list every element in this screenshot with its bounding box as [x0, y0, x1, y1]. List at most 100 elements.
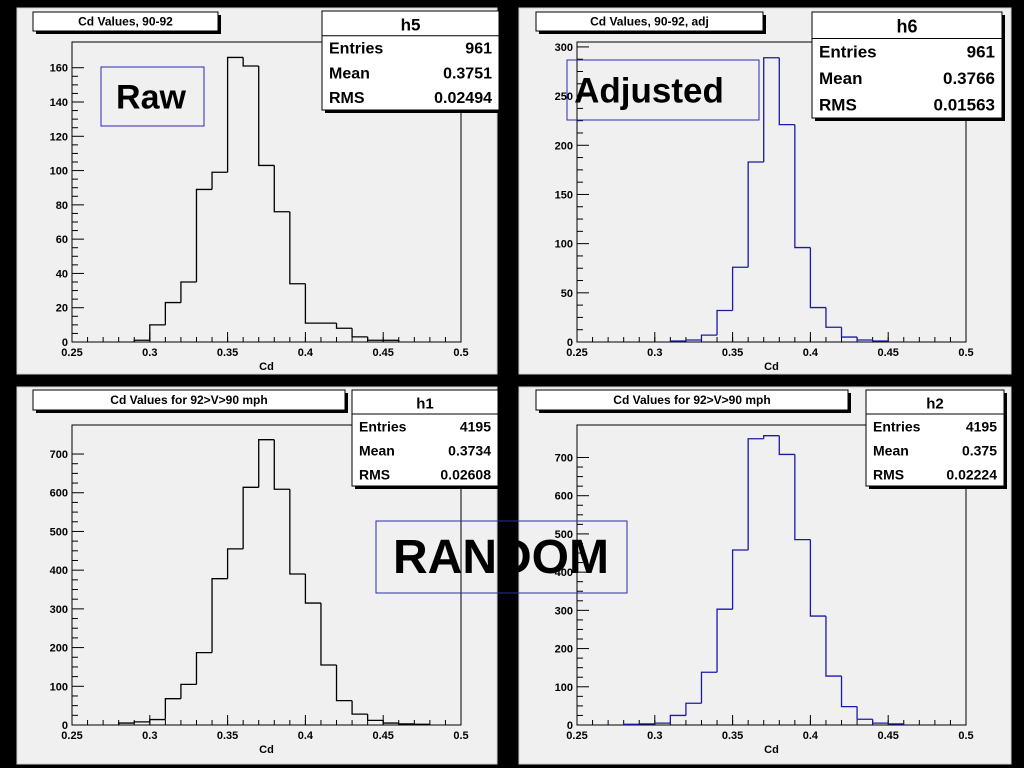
histogram-bin: [700, 334, 718, 341]
stats-label: Mean: [329, 65, 370, 82]
histogram-bin: [809, 539, 826, 617]
chart-title: Cd Values for 92>V>90 mph: [613, 393, 770, 407]
histogram-bin: [825, 307, 842, 328]
stats-value: 0.01563: [934, 96, 995, 115]
stats-value: 0.02608: [440, 466, 491, 482]
y-tick-label: 300: [50, 604, 68, 616]
chart-title: Cd Values for 92>V>90 mph: [110, 393, 267, 407]
stats-value: 4195: [966, 418, 997, 434]
x-axis-label: Cd: [259, 744, 274, 756]
stats-label: RMS: [359, 466, 390, 482]
x-tick-label: 0.45: [372, 730, 393, 742]
y-tick-label: 200: [50, 643, 68, 655]
histogram-bin: [351, 328, 368, 338]
y-tick-label: 40: [56, 268, 68, 280]
histogram-bin: [623, 723, 640, 725]
histogram-bin: [149, 718, 166, 722]
stats-name: h2: [926, 396, 944, 413]
histogram-bin: [685, 702, 702, 716]
histogram-bin: [887, 723, 904, 725]
y-tick-label: 0: [62, 720, 68, 732]
histogram-bin: [195, 188, 213, 282]
histogram-bin: [747, 161, 764, 268]
annotation-box: [100, 66, 205, 127]
y-tick-label: 120: [50, 131, 68, 143]
histogram-bin: [304, 283, 321, 324]
stats-label: Entries: [359, 418, 407, 434]
stats-label: Entries: [819, 43, 877, 62]
stats-label: Entries: [873, 418, 921, 434]
x-tick-label: 0.35: [722, 730, 743, 742]
stats-label: RMS: [329, 90, 365, 107]
annotation-box: [566, 59, 760, 121]
x-tick-label: 0.5: [958, 347, 973, 359]
stats-box: [321, 10, 500, 111]
chart-title: Cd Values, 90-92: [78, 15, 173, 29]
x-tick-label: 0.3: [142, 730, 157, 742]
x-tick-label: 0.4: [803, 730, 819, 742]
annotation-text: Raw: [116, 79, 186, 117]
stats-value: 0.02494: [434, 90, 492, 107]
stats-name: h6: [896, 17, 917, 37]
histogram-bin: [211, 171, 228, 190]
chart-title: Cd Values, 90-92, adj: [590, 15, 709, 29]
stats-label: RMS: [873, 466, 904, 482]
stats-value: 0.3734: [448, 442, 491, 458]
histogram-series: [118, 439, 431, 725]
stats-value: 0.375: [962, 442, 997, 458]
x-tick-label: 0.35: [722, 347, 743, 359]
stats-value: 961: [967, 43, 995, 62]
stats-value: 0.3766: [943, 69, 995, 88]
histogram-bin: [320, 603, 337, 666]
y-tick-label: 100: [50, 166, 68, 178]
histogram-bin: [840, 676, 858, 708]
y-tick-label: 100: [555, 239, 573, 251]
histogram-bin: [731, 549, 749, 610]
title-box: [535, 11, 764, 32]
histogram-bin: [164, 301, 181, 325]
y-tick-label: 100: [555, 682, 573, 694]
y-tick-label: 0: [567, 337, 573, 349]
plot-frame: [71, 41, 462, 343]
histogram-bin: [778, 57, 795, 126]
histogram-bin: [289, 211, 306, 285]
histogram-bin: [794, 454, 811, 541]
plot-frame: [71, 424, 462, 726]
title-box: [32, 389, 346, 411]
y-tick-label: 150: [555, 189, 573, 201]
stats-label: Mean: [359, 442, 395, 458]
histogram-bin: [273, 439, 290, 490]
y-tick-label: 600: [555, 491, 573, 503]
stats-value: 0.3751: [443, 65, 492, 82]
stats-name: h1: [416, 396, 434, 413]
x-tick-label: 0.25: [566, 730, 587, 742]
stats-box: [351, 389, 499, 487]
stats-label: Entries: [329, 41, 383, 58]
histogram-bin: [335, 323, 353, 329]
annotation-text: Adjusted: [574, 72, 724, 111]
histogram-bin: [716, 309, 733, 336]
histogram-bin: [731, 266, 749, 311]
random-overlay: RANDOM: [375, 520, 628, 594]
histogram-bin: [226, 548, 244, 579]
histogram-bin: [304, 574, 321, 604]
x-tick-label: 0.4: [298, 730, 314, 742]
chart-panel: 0 100 200 300 400 500 600 700 0.25 0.3 0.35 0.4 0.45…: [518, 386, 1012, 765]
histogram-bin: [366, 336, 384, 341]
histogram-bin: [654, 722, 671, 724]
histogram-bin: [856, 337, 873, 341]
y-tick-label: 300: [555, 42, 573, 54]
histogram-bin: [871, 719, 889, 724]
x-tick-label: 0.45: [372, 347, 393, 359]
histogram-bin: [825, 616, 842, 677]
histogram-bin: [794, 124, 811, 249]
histogram-bin: [289, 489, 306, 575]
histogram-series: [669, 57, 889, 342]
stats-label: Mean: [819, 69, 862, 88]
plot-frame: [576, 41, 967, 343]
y-tick-label: 0: [567, 720, 573, 732]
histogram-bin: [398, 723, 415, 725]
chart-panel: 0 100 200 300 400 500 600 700 0.25 0.3 0.35 0.4 0.45…: [16, 386, 501, 765]
x-tick-label: 0.25: [61, 347, 82, 359]
stats-box: [811, 11, 1003, 119]
